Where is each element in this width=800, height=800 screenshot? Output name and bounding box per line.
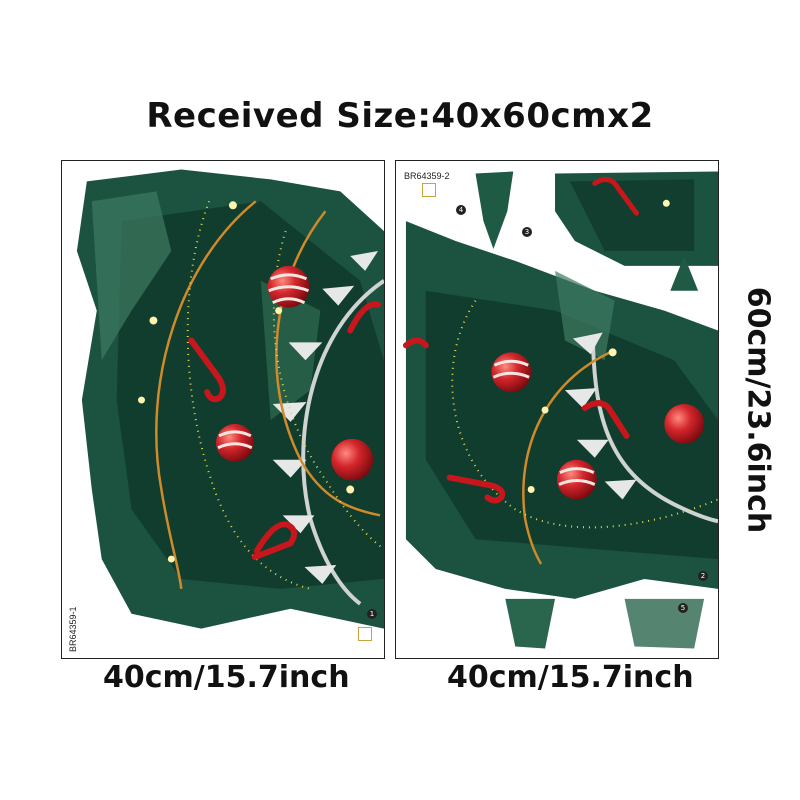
- red-ornament: [664, 404, 705, 444]
- sheet-2-width-label: 40cm/15.7inch: [447, 660, 694, 695]
- striped-ornament: [216, 423, 254, 462]
- striped-ornament: [491, 352, 532, 393]
- sparkle-light: [138, 396, 145, 404]
- garland-flag: [304, 565, 337, 584]
- product-size-title: Received Size:40x60cmx2: [146, 96, 654, 136]
- sheet-code: BR64359-1: [68, 606, 78, 652]
- tree-artwork-1: [76, 169, 384, 629]
- sparkle-light: [149, 316, 158, 325]
- candy-cane: [402, 337, 429, 349]
- tree-artwork-2: [402, 171, 718, 649]
- garland-flag: [350, 250, 379, 271]
- sparkle-light: [608, 348, 617, 357]
- part-number-badge: 3: [522, 227, 532, 237]
- sparkle-light: [662, 199, 670, 207]
- striped-ornament: [557, 459, 597, 500]
- garland-flag: [322, 285, 355, 306]
- tinsel-garland: [590, 338, 718, 524]
- garland-flag: [288, 342, 323, 361]
- sheet-1-width-label: 40cm/15.7inch: [103, 660, 350, 695]
- garland-flag: [572, 332, 603, 355]
- pine-piece-4: [475, 171, 514, 249]
- brand-logo-icon: [358, 627, 372, 641]
- part-number-badge: 5: [678, 603, 688, 613]
- sparkle-light: [541, 406, 549, 414]
- tinsel-garland: [301, 279, 384, 606]
- red-ornament: [331, 438, 374, 481]
- candy-cane: [251, 521, 298, 561]
- sparkle-light: [228, 201, 237, 210]
- garland-flag: [604, 479, 637, 500]
- pine-foliage-highlight: [91, 191, 172, 361]
- pine-foliage-highlight: [260, 280, 321, 420]
- sticker-sheet-2: BR64359-2 4 3 2 5: [395, 160, 719, 659]
- garland-flag: [576, 439, 609, 458]
- candy-cane: [592, 176, 639, 216]
- garland-flag: [272, 459, 307, 478]
- garland-flag: [564, 388, 597, 409]
- sparkle-light: [275, 307, 283, 315]
- sticker-sheet-1: BR64359-1 1: [61, 160, 385, 659]
- part-number-badge: 4: [456, 205, 466, 215]
- sheet-code: BR64359-2: [404, 171, 450, 181]
- garland-flag: [282, 515, 315, 534]
- pine-piece: [624, 598, 705, 649]
- sparkle-light: [346, 485, 355, 494]
- part-number-badge: 1: [367, 609, 377, 619]
- part-number-badge: 2: [698, 571, 708, 581]
- sheet-height-label: 60cm/23.6inch: [740, 286, 776, 534]
- mini-tree-icon: [670, 255, 699, 291]
- sparkle-light: [527, 486, 535, 493]
- light-string: [155, 200, 257, 590]
- pine-piece-5: [505, 598, 556, 649]
- sparkle-light: [167, 555, 175, 563]
- striped-ornament: [267, 265, 310, 308]
- candy-cane: [188, 337, 226, 403]
- candy-cane: [446, 474, 506, 504]
- light-string-dotted: [451, 300, 718, 529]
- candy-cane: [347, 301, 382, 334]
- candy-cane: [581, 400, 630, 439]
- light-string: [522, 349, 616, 565]
- brand-logo-icon: [422, 183, 436, 197]
